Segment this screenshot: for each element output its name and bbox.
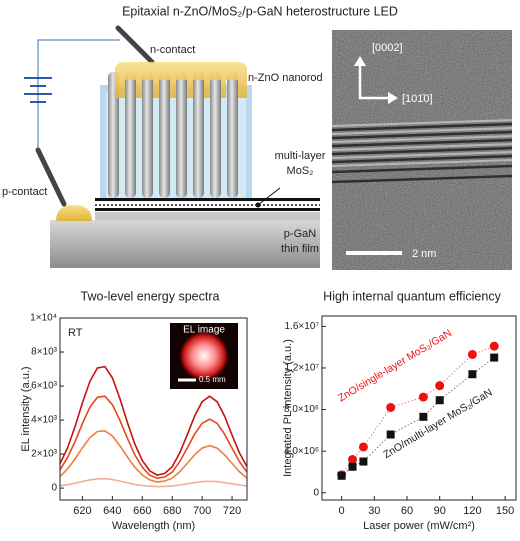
mos2-layer bbox=[95, 198, 320, 201]
nanorods bbox=[108, 72, 238, 198]
marker bbox=[435, 381, 445, 391]
scale-label: 2 nm bbox=[412, 248, 436, 260]
axis-arrows bbox=[358, 62, 392, 100]
spectrum-line bbox=[59, 477, 248, 488]
lattice-fringes bbox=[332, 119, 512, 167]
label: MoS₂ bbox=[287, 165, 314, 177]
marker bbox=[490, 353, 499, 362]
x-tick-label: 60 bbox=[401, 505, 413, 517]
direction-label: [101̄0] bbox=[402, 93, 433, 105]
y-tick-label: 8.0×10⁶ bbox=[284, 404, 319, 415]
p-gan-platform bbox=[95, 212, 320, 220]
x-axis-label: Laser power (mW/cm²) bbox=[363, 520, 475, 532]
x-tick-label: 90 bbox=[434, 505, 446, 517]
arrow-head bbox=[388, 92, 398, 104]
y-tick-label: 1×10⁴ bbox=[30, 313, 57, 324]
x-tick-label: 30 bbox=[368, 505, 380, 517]
chart-title: Two-level energy spectra bbox=[81, 289, 220, 303]
annotation: RT bbox=[68, 327, 83, 339]
label: p-contact bbox=[2, 186, 47, 198]
x-axis-label: Wavelength (nm) bbox=[112, 520, 195, 532]
marker bbox=[348, 454, 358, 464]
marker bbox=[467, 349, 477, 359]
y-tick-label: 6×10³ bbox=[31, 381, 58, 392]
direction-label: [0002] bbox=[372, 42, 403, 54]
marker bbox=[468, 370, 477, 379]
x-tick-label: 700 bbox=[193, 505, 211, 517]
y-tick-label: 0 bbox=[51, 483, 57, 494]
probe bbox=[35, 147, 67, 207]
y-tick-label: 8×10³ bbox=[31, 347, 58, 358]
probe bbox=[115, 25, 155, 65]
inset-scale: 0.5 mm bbox=[199, 375, 226, 384]
label: multi-layer bbox=[275, 150, 326, 162]
p-gan-slab bbox=[50, 220, 320, 268]
x-tick-label: 720 bbox=[223, 505, 241, 517]
marker bbox=[489, 341, 499, 351]
marker bbox=[386, 402, 396, 412]
x-tick-label: 0 bbox=[339, 505, 345, 517]
x-tick-label: 660 bbox=[133, 505, 151, 517]
led-schematic: n-contact n-ZnO nanorod multi-layer MoS₂… bbox=[2, 25, 326, 268]
tem-image: [0002] [101̄0] 2 nm bbox=[332, 30, 512, 270]
label: n-ZnO nanorod bbox=[248, 72, 323, 84]
label: p-GaN bbox=[284, 228, 316, 240]
y-axis-label: EL intensity (a.u.) bbox=[20, 366, 32, 451]
lattice-fringes bbox=[332, 122, 512, 184]
plot bbox=[337, 341, 499, 480]
y-tick-label: 1.2×10⁷ bbox=[285, 363, 320, 374]
emission-spot bbox=[178, 330, 230, 382]
pointer bbox=[257, 187, 281, 206]
marker bbox=[337, 471, 346, 480]
spectrum-line bbox=[59, 365, 248, 476]
x-tick-label: 680 bbox=[163, 505, 181, 517]
y-tick-label: 4×10³ bbox=[31, 415, 58, 426]
marker bbox=[359, 457, 368, 466]
arrow-head bbox=[354, 56, 366, 66]
y-tick-label: 4.0×10⁶ bbox=[284, 446, 319, 457]
label: thin film bbox=[281, 243, 319, 255]
marker bbox=[358, 442, 368, 452]
wire bbox=[37, 39, 120, 150]
plot bbox=[59, 365, 248, 488]
x-tick-label: 120 bbox=[463, 505, 481, 517]
inset: EL image 0.5 mm bbox=[170, 323, 238, 389]
mos2-layer bbox=[95, 208, 320, 211]
figure-title: Epitaxial n-ZnO/MoS₂/p-GaN heterostructu… bbox=[122, 4, 398, 18]
marker bbox=[348, 462, 357, 471]
series-label: ZnO/single-layer MoS₂/GaN bbox=[336, 327, 454, 404]
battery bbox=[24, 77, 52, 103]
marker bbox=[386, 430, 395, 439]
spectrum-line bbox=[59, 429, 248, 483]
label: n-contact bbox=[150, 44, 195, 56]
y-axis-label: Integrated PL intensity (a.u.) bbox=[282, 339, 294, 477]
x-tick-label: 640 bbox=[103, 505, 121, 517]
x-tick-label: 150 bbox=[496, 505, 514, 517]
y-tick-label: 1.6×10⁷ bbox=[285, 321, 320, 332]
y-tick-label: 2×10³ bbox=[31, 449, 58, 460]
inset-title: EL image bbox=[183, 325, 225, 336]
y-tick-label: 0 bbox=[313, 487, 319, 498]
n-contact bbox=[115, 62, 247, 98]
chart-title: High internal quantum efficiency bbox=[323, 289, 501, 303]
plot-frame bbox=[321, 315, 517, 501]
marker bbox=[419, 412, 428, 421]
marker bbox=[435, 396, 444, 405]
x-tick-label: 620 bbox=[73, 505, 91, 517]
pointer-dot bbox=[255, 202, 261, 208]
p-contact bbox=[56, 205, 92, 221]
marker bbox=[418, 392, 428, 402]
plot-frame bbox=[59, 317, 248, 501]
spectrum-line bbox=[59, 395, 248, 480]
